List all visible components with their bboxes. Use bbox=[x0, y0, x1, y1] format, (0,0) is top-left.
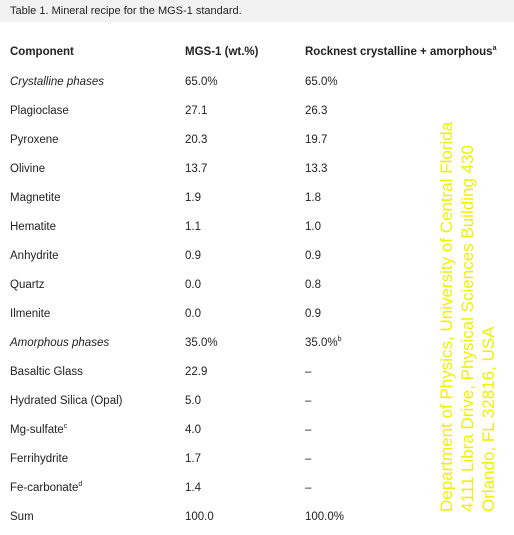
table-cell: 0.0 bbox=[185, 279, 201, 291]
table-cell: 1.1 bbox=[185, 221, 201, 233]
table-cell: Basaltic Glass bbox=[10, 366, 83, 378]
table-cell: Anhydrite bbox=[10, 250, 59, 262]
table-cell: Pyroxene bbox=[10, 134, 59, 146]
table-cell: 1.0 bbox=[305, 221, 321, 233]
table-cell: 13.3 bbox=[305, 163, 328, 175]
table-cell: – bbox=[305, 482, 312, 494]
table-cell: MGS-1 (wt.%) bbox=[185, 46, 259, 58]
overlay-text: 4111 Libra Drive, Physical Sciences Buil… bbox=[458, 145, 477, 512]
table-cell: 0.9 bbox=[305, 308, 321, 320]
table-cell: Component bbox=[10, 46, 74, 58]
footnote-marker: c bbox=[63, 423, 68, 430]
table-cell: Quartz bbox=[10, 279, 45, 291]
table-cell: 35.0% bbox=[185, 337, 218, 349]
table-cell: – bbox=[305, 424, 312, 436]
table-cell: Ferrihydrite bbox=[10, 453, 69, 465]
table-cell: 0.9 bbox=[185, 250, 201, 262]
table-cell: 65.0% bbox=[185, 76, 218, 88]
table-cell: Fe-carbonated bbox=[10, 481, 83, 494]
cell-text: Fe-carbonate bbox=[10, 482, 79, 494]
table-cell: – bbox=[305, 453, 312, 465]
cell-text: 35.0% bbox=[305, 337, 338, 349]
table-cell: 5.0 bbox=[185, 395, 201, 407]
table-cell: 13.7 bbox=[185, 163, 208, 175]
table-cell: Crystalline phases bbox=[10, 76, 104, 88]
table-cell: 0.0 bbox=[185, 308, 201, 320]
table-cell: 1.8 bbox=[305, 192, 321, 204]
table-cell: 0.8 bbox=[305, 279, 321, 291]
table-cell: 27.1 bbox=[185, 105, 208, 117]
table-cell: 20.3 bbox=[185, 134, 208, 146]
table-cell: 22.9 bbox=[185, 366, 208, 378]
table-cell: 0.9 bbox=[305, 250, 321, 262]
table-cell: Amorphous phases bbox=[10, 337, 110, 349]
cell-text: Rocknest crystalline + amorphous bbox=[305, 46, 493, 58]
table-cell: 19.7 bbox=[305, 134, 328, 146]
table-cell: 26.3 bbox=[305, 105, 328, 117]
table-cell: Hematite bbox=[10, 221, 57, 233]
table-cell: Hydrated Silica (Opal) bbox=[10, 395, 123, 407]
table-cell: Olivine bbox=[10, 163, 46, 175]
table-cell: 35.0%b bbox=[305, 336, 342, 349]
table-cell: 65.0% bbox=[305, 76, 338, 88]
table-cell: 4.0 bbox=[185, 424, 201, 436]
table-cell: – bbox=[305, 366, 312, 378]
table-cell: – bbox=[305, 395, 312, 407]
cell-text: Mg-sulfate bbox=[10, 424, 64, 436]
table-cell: 1.9 bbox=[185, 192, 201, 204]
footnote-marker: d bbox=[78, 481, 83, 488]
footnote-marker: a bbox=[492, 45, 497, 52]
table-caption: Table 1. Mineral recipe for the MGS-1 st… bbox=[0, 0, 514, 22]
footnote-marker: b bbox=[337, 336, 342, 343]
table-cell: Sum bbox=[10, 511, 34, 523]
table-cell: Magnetite bbox=[10, 192, 61, 204]
table-cell: Plagioclase bbox=[10, 105, 69, 117]
table-cell: Ilmenite bbox=[10, 308, 51, 320]
table-cell: 1.7 bbox=[185, 453, 201, 465]
overlay-text: Department of Physics, University of Cen… bbox=[437, 121, 456, 512]
table-cell: Mg-sulfatec bbox=[10, 423, 68, 436]
table-cell: 100.0 bbox=[185, 511, 214, 523]
overlay-text: Orlando, FL 32816, USA bbox=[479, 326, 498, 512]
table-cell: Rocknest crystalline + amorphousa bbox=[305, 45, 497, 58]
table-cell: 100.0% bbox=[305, 511, 345, 523]
table-cell: 1.4 bbox=[185, 482, 201, 494]
